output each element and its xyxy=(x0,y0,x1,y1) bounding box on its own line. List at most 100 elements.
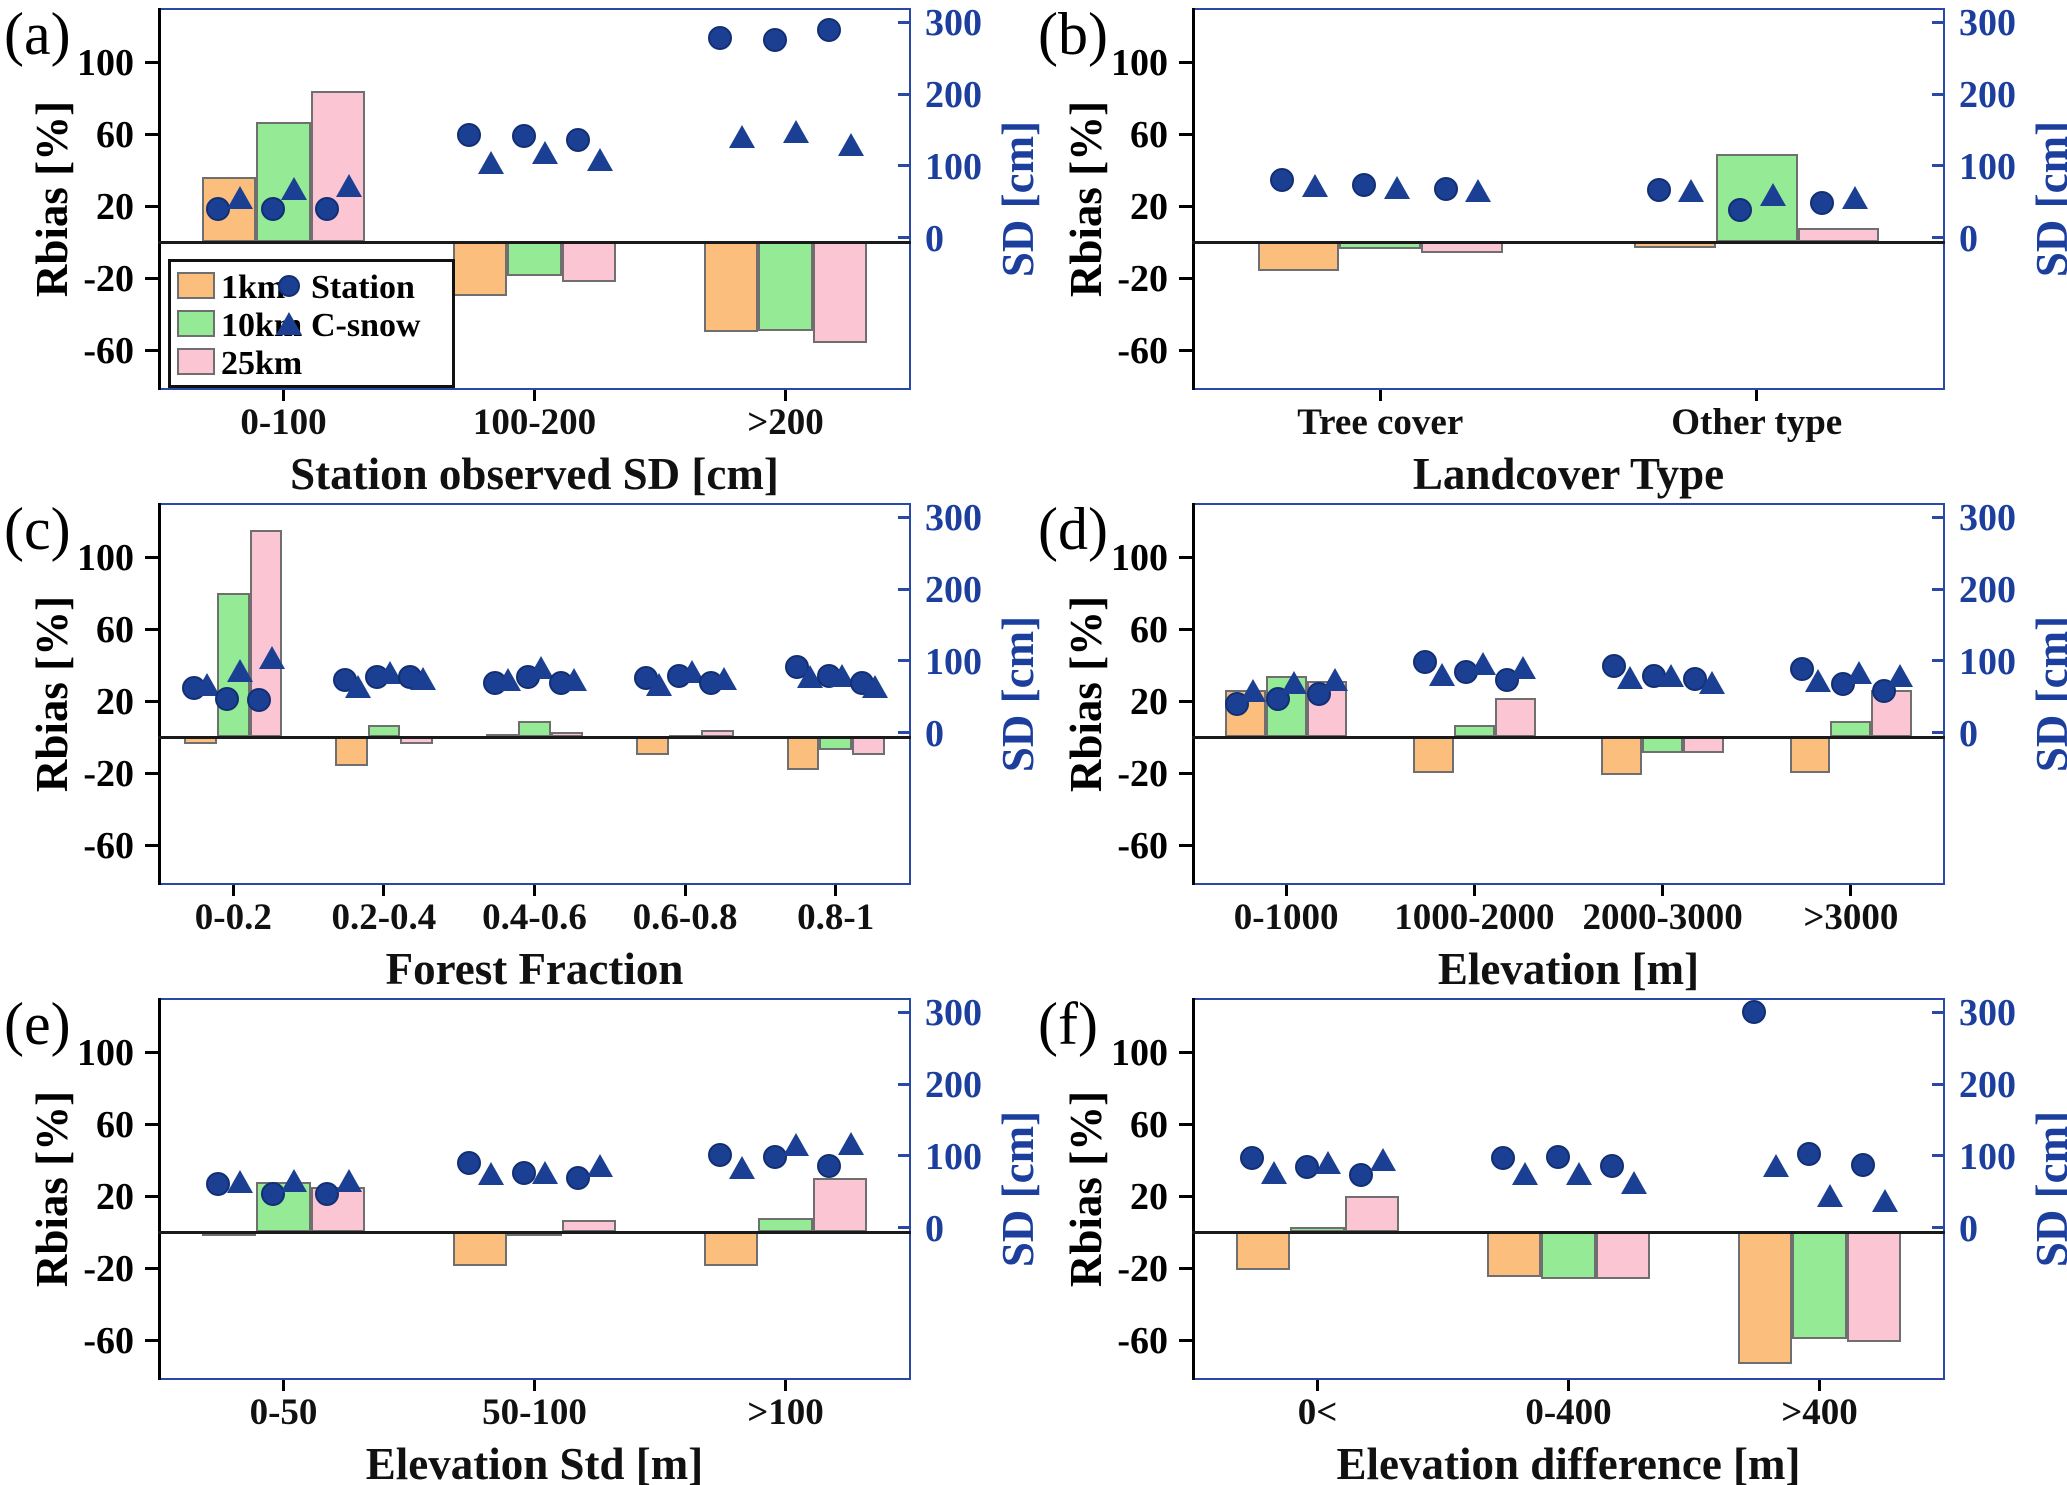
bar-1km xyxy=(452,242,508,297)
sd-axis-tick-label: 300 xyxy=(1959,2,2016,45)
csnow-marker xyxy=(495,667,522,691)
sd-axis-tick xyxy=(898,20,911,24)
y-axis-tick xyxy=(145,1338,158,1342)
bar-25km xyxy=(812,1178,868,1233)
zero-line xyxy=(158,735,911,739)
csnow-marker xyxy=(477,1162,504,1186)
y-axis-tick-label: 20 xyxy=(96,1176,134,1219)
csnow-marker xyxy=(861,675,888,699)
sd-axis-tick-label: 0 xyxy=(1959,217,1978,260)
csnow-marker xyxy=(377,661,404,685)
y-axis-tick-label: -60 xyxy=(1117,330,1168,373)
station-marker xyxy=(315,1182,339,1207)
y-axis-tick xyxy=(145,555,158,559)
station-marker xyxy=(566,128,590,153)
csnow-marker xyxy=(1510,655,1537,679)
panel-f: (f) 100 60 20 -20 -60 300 200 100 0 Rbias [%] SD [c… xyxy=(1034,990,2067,1485)
y-axis-left-spine xyxy=(158,998,161,1380)
bar-25km xyxy=(1494,697,1536,738)
csnow-marker xyxy=(728,1155,755,1179)
y-axis-tick-label: 60 xyxy=(1130,114,1168,157)
x-axis-label: Forest Fraction xyxy=(385,944,684,994)
csnow-marker xyxy=(528,655,555,679)
sd-axis-tick-label: 200 xyxy=(925,74,982,117)
sd-axis-tick xyxy=(898,1010,911,1014)
bar-1km xyxy=(1235,1232,1291,1271)
x-axis-tick xyxy=(1284,885,1288,896)
y-axis-tick-label: 60 xyxy=(96,1104,134,1147)
csnow-marker xyxy=(586,148,613,172)
csnow-marker xyxy=(728,125,755,149)
legend-box: 1km 10km 25km Station C-snow xyxy=(168,259,455,388)
panel-letter: (d) xyxy=(1038,496,1108,562)
y-axis-tick xyxy=(1179,771,1192,775)
station-marker xyxy=(708,26,733,51)
x-tick-label: 0-100 xyxy=(240,402,327,443)
y-axis-tick-label: -60 xyxy=(83,825,134,868)
sd-axis-tick-label: 100 xyxy=(1959,1135,2016,1178)
panel-c: (c) 100 60 20 -20 -60 300 200 100 0 Rbias [%] SD [c… xyxy=(0,495,1043,994)
x-axis-tick xyxy=(1818,1380,1821,1391)
y-axis-tick xyxy=(145,204,158,208)
csnow-marker xyxy=(1465,178,1492,202)
csnow-marker xyxy=(1566,1162,1593,1186)
y-axis-tick xyxy=(145,699,158,703)
y-axis-tick-label: 100 xyxy=(1111,42,1168,85)
bar-25km xyxy=(1846,1232,1902,1343)
y-axis-tick-label: -20 xyxy=(1117,258,1168,301)
x-axis-label: Elevation Std [m] xyxy=(365,1439,704,1485)
y-axis-tick xyxy=(1179,699,1192,703)
csnow-marker xyxy=(783,1133,810,1157)
station-marker xyxy=(1270,168,1295,193)
x-axis-tick xyxy=(1567,1380,1570,1391)
bar-1km xyxy=(452,1232,508,1267)
csnow-marker xyxy=(1678,179,1705,203)
x-axis-tick xyxy=(1316,1380,1319,1391)
station-marker xyxy=(1351,172,1376,197)
station-marker xyxy=(1600,1154,1624,1179)
bar-25km xyxy=(812,242,868,344)
bar-10km xyxy=(758,242,813,331)
csnow-marker xyxy=(1657,664,1684,688)
bar-1km xyxy=(1737,1232,1793,1364)
x-axis-label: Elevation difference [m] xyxy=(1336,1439,1801,1485)
bar-1km xyxy=(636,737,669,756)
station-marker xyxy=(260,1182,285,1207)
rbias-axis-label: Rbias [%] xyxy=(27,100,77,298)
x-tick-label: 0.6-0.8 xyxy=(632,897,738,938)
panel-letter: (f) xyxy=(1038,991,1098,1057)
station-marker xyxy=(1851,1153,1875,1178)
sd-axis-tick-label: 300 xyxy=(925,992,982,1035)
csnow-marker xyxy=(1871,1189,1898,1213)
sd-axis-tick-label: 200 xyxy=(925,569,982,612)
csnow-marker xyxy=(1469,652,1496,676)
bar-10km xyxy=(1792,1232,1847,1339)
bar-10km xyxy=(507,242,562,277)
panel-letter: (b) xyxy=(1038,1,1108,67)
csnow-marker xyxy=(1281,671,1308,695)
sd-axis-tick xyxy=(1932,164,1945,168)
sd-axis-tick xyxy=(898,1154,911,1158)
station-marker xyxy=(817,1154,841,1179)
csnow-marker xyxy=(1260,1161,1287,1185)
csnow-marker xyxy=(1620,1171,1647,1195)
y-axis-tick-label: 20 xyxy=(1130,681,1168,724)
legend-csnow-marker xyxy=(276,312,302,335)
y-axis-tick xyxy=(1179,627,1192,631)
y-axis-tick-label: 20 xyxy=(1130,1176,1168,1219)
sd-axis-tick-label: 300 xyxy=(925,497,982,540)
sd-axis-tick xyxy=(898,659,911,663)
y-axis-tick xyxy=(145,276,158,280)
sd-axis-tick xyxy=(1932,1226,1945,1230)
legend-label-Station: Station xyxy=(311,269,415,306)
x-axis-label: Elevation [m] xyxy=(1437,944,1700,994)
x-tick-label: 2000-3000 xyxy=(1582,897,1743,938)
station-marker xyxy=(1646,178,1671,203)
station-marker xyxy=(817,17,841,42)
csnow-marker xyxy=(1846,661,1873,685)
rbias-axis-label: Rbias [%] xyxy=(1061,100,1111,298)
y-axis-tick-label: 60 xyxy=(1130,1104,1168,1147)
sd-axis-tick-label: 100 xyxy=(925,640,982,683)
y-axis-tick xyxy=(145,60,158,64)
sd-axis-tick xyxy=(1932,1082,1945,1086)
